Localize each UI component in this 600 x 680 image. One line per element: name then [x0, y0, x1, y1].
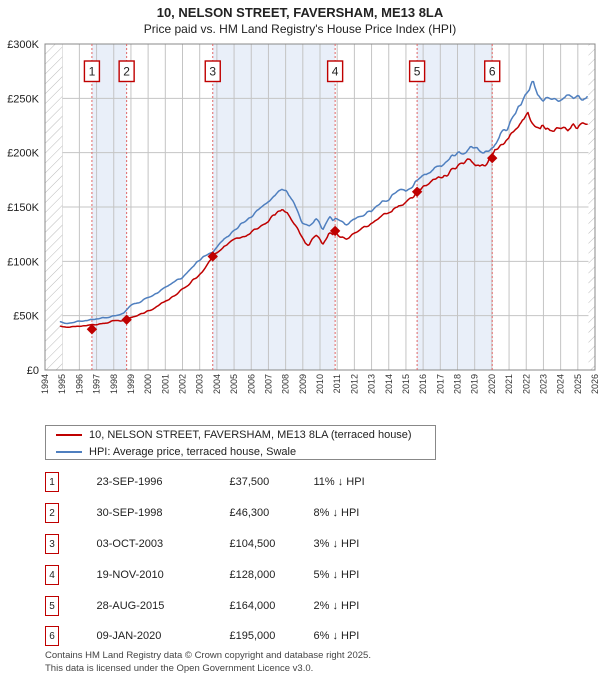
svg-text:2014: 2014 [384, 374, 394, 394]
svg-text:£250K: £250K [7, 93, 39, 105]
svg-text:2026: 2026 [590, 374, 600, 394]
svg-text:1999: 1999 [126, 374, 136, 394]
svg-text:£300K: £300K [7, 39, 39, 51]
svg-text:5: 5 [414, 65, 421, 79]
svg-text:2016: 2016 [418, 374, 428, 394]
svg-text:2010: 2010 [315, 374, 325, 394]
svg-text:2025: 2025 [573, 374, 583, 394]
svg-text:2023: 2023 [538, 374, 548, 394]
svg-text:2: 2 [123, 65, 130, 79]
svg-text:£150K: £150K [7, 202, 39, 214]
svg-text:2019: 2019 [470, 374, 480, 394]
svg-text:2000: 2000 [143, 374, 153, 394]
svg-text:2013: 2013 [367, 374, 377, 394]
svg-text:1995: 1995 [57, 374, 67, 394]
svg-text:1: 1 [89, 65, 96, 79]
svg-text:2021: 2021 [504, 374, 514, 394]
svg-text:2020: 2020 [487, 374, 497, 394]
svg-text:2002: 2002 [178, 374, 188, 394]
svg-text:£0: £0 [27, 365, 39, 377]
svg-text:1998: 1998 [109, 374, 119, 394]
svg-text:2011: 2011 [332, 374, 342, 393]
svg-text:2008: 2008 [281, 374, 291, 394]
svg-text:6: 6 [489, 65, 496, 79]
svg-text:2007: 2007 [263, 374, 273, 394]
svg-text:2009: 2009 [298, 374, 308, 394]
svg-text:1996: 1996 [74, 374, 84, 394]
svg-text:2005: 2005 [229, 374, 239, 394]
svg-text:2017: 2017 [435, 374, 445, 394]
svg-text:£200K: £200K [7, 148, 39, 160]
svg-text:2006: 2006 [246, 374, 256, 394]
svg-text:2015: 2015 [401, 374, 411, 394]
svg-text:2003: 2003 [195, 374, 205, 394]
svg-text:1997: 1997 [92, 374, 102, 394]
svg-text:2001: 2001 [160, 374, 170, 394]
svg-text:3: 3 [209, 65, 216, 79]
svg-text:£100K: £100K [7, 256, 39, 268]
svg-text:2022: 2022 [521, 374, 531, 394]
svg-text:£50K: £50K [13, 311, 39, 323]
svg-text:2018: 2018 [453, 374, 463, 394]
svg-text:2012: 2012 [349, 374, 359, 394]
svg-text:2004: 2004 [212, 374, 222, 394]
svg-text:4: 4 [332, 65, 339, 79]
svg-text:2024: 2024 [556, 374, 566, 394]
svg-text:1994: 1994 [40, 374, 50, 394]
